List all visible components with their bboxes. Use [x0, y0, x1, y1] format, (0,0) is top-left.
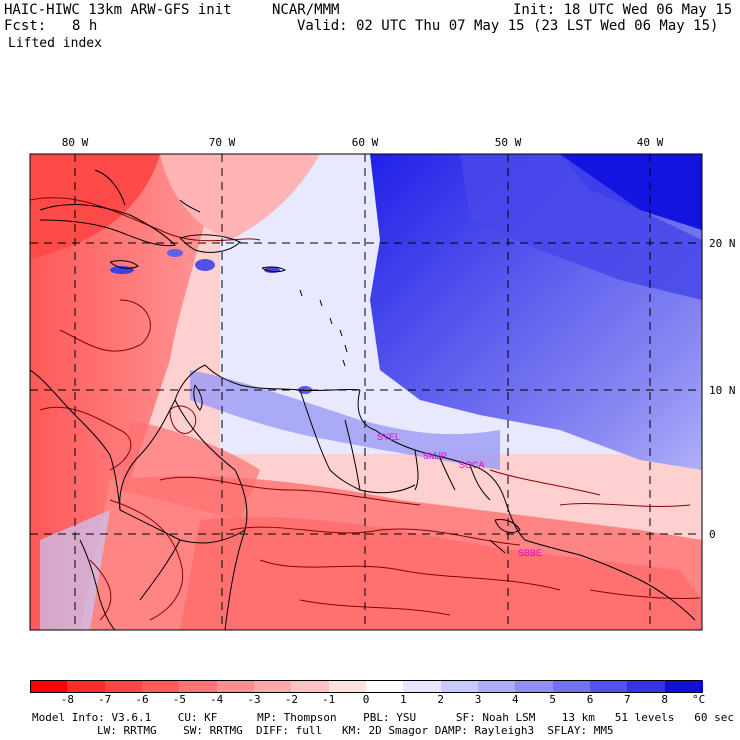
colorbar-label: 4 — [512, 693, 519, 706]
colorbar-swatch — [552, 680, 591, 693]
colorbar-swatch — [515, 680, 554, 693]
colorbar-swatch — [291, 680, 330, 693]
colorbar-swatch — [403, 680, 442, 693]
station-sbbe: SBBE — [518, 548, 542, 558]
colorbar-label: 8 — [661, 693, 668, 706]
model-info-line1: Model Info: V3.6.1 CU: KF MP: Thompson P… — [32, 711, 734, 724]
colorbar-label: -8 — [60, 693, 74, 706]
colorbar-swatch — [664, 680, 703, 693]
colorbar-label: 1 — [400, 693, 407, 706]
lon-label-40w: 40 W — [637, 136, 664, 149]
colorbar-swatch — [179, 680, 218, 693]
lat-lon-grid — [30, 154, 702, 630]
colorbar-label: 3 — [474, 693, 482, 706]
valid-time: Valid: 02 UTC Thu 07 May 15 (23 LST Wed … — [297, 18, 719, 34]
colorbar-label: 5 — [549, 693, 556, 706]
field-name: Lifted index — [8, 36, 102, 51]
colorbar-swatch — [254, 680, 292, 693]
map-frame — [29, 153, 703, 631]
colorbar-swatch — [216, 680, 255, 693]
lat-label-0: 0 — [709, 528, 716, 541]
model-info-line2: LW: RRTMG SW: RRTMG DIFF: full KM: 2D Sm… — [97, 724, 614, 737]
colorbar-swatch — [328, 680, 367, 693]
init-time: Init: 18 UTC Wed 06 May 15 — [513, 2, 733, 18]
colorbar-swatch — [30, 680, 68, 693]
colorbar-label: 2 — [437, 693, 444, 706]
lat-label-10n: 10 N — [709, 384, 736, 397]
lon-label-60w: 60 W — [352, 136, 379, 149]
colorbar-label: -2 — [284, 693, 298, 706]
colorbar-label: 7 — [624, 693, 631, 706]
colorbar-label: -1 — [322, 693, 336, 706]
colorbar-label: -7 — [98, 693, 112, 706]
lon-label-50w: 50 W — [495, 136, 522, 149]
colorbar-frame — [30, 680, 702, 693]
colorbar-unit: °C — [692, 693, 706, 706]
station-syel: SYEL — [377, 432, 400, 442]
colorbar-swatch — [104, 680, 143, 693]
colorbar-label: 6 — [586, 693, 594, 706]
colorbar-swatch — [440, 680, 479, 693]
forecast-hour: 8 h — [72, 18, 98, 34]
colorbar-swatch — [627, 680, 666, 693]
lon-label-80w: 80 W — [62, 136, 89, 149]
colorbar-swatch — [67, 680, 106, 693]
colorbar-swatch — [590, 680, 628, 693]
colorbar-label: -5 — [172, 693, 186, 706]
colorbar-label: -4 — [210, 693, 224, 706]
colorbar-swatch — [478, 680, 516, 693]
colorbar-label: -6 — [135, 693, 149, 706]
unstable-region-west — [30, 154, 220, 630]
forecast-label: Fcst: — [4, 18, 47, 34]
station-smjp: SMJP — [423, 451, 447, 461]
org-label: NCAR/MMM — [272, 2, 340, 18]
station-soca: SOCA — [459, 460, 485, 470]
model-title: HAIC-HIWC 13km ARW-GFS init — [4, 2, 232, 18]
colorbar-label: 0 — [362, 693, 370, 706]
lat-label-20n: 20 N — [709, 237, 736, 250]
colorbar-swatch — [142, 680, 180, 693]
colorbar-swatch — [366, 680, 404, 693]
colorbar-label: -3 — [247, 693, 261, 706]
lon-label-70w: 70 W — [209, 136, 236, 149]
